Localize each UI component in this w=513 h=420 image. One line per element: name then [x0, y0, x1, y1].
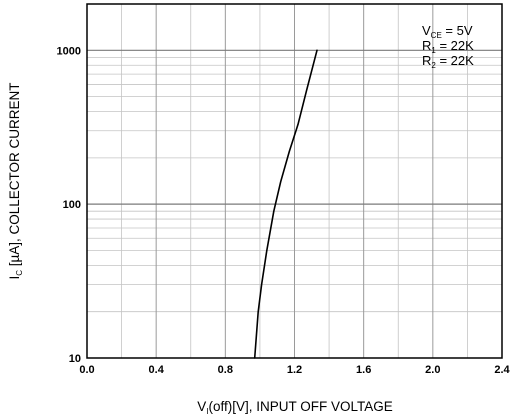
annotation-subscript: 1 — [431, 46, 436, 55]
x-tick-label: 0.4 — [149, 364, 165, 376]
x-tick-label: 1.2 — [287, 364, 302, 376]
annotation-subscript: 2 — [431, 61, 436, 70]
x-tick-label: 2.4 — [494, 364, 510, 376]
y-tick-labels: 10 100 1000 — [57, 45, 81, 365]
series-layer — [253, 49, 318, 359]
x-tick-label: 0.0 — [79, 364, 94, 376]
annotation-symbol: R — [422, 53, 431, 68]
plot-frame — [86, 3, 503, 359]
y-axis-title: IC [µA], COLLECTOR CURRENT — [7, 82, 24, 279]
annotation-line: VCE = 5V — [422, 23, 473, 40]
annotation-value: = 5V — [442, 23, 473, 38]
annotation-line: R2 = 22K — [422, 53, 474, 70]
series-line — [253, 49, 318, 359]
annotation-symbol: R — [422, 38, 431, 53]
annotation-line: R1 = 22K — [422, 38, 474, 55]
y-tick-label: 100 — [63, 199, 81, 211]
y-tick-label: 10 — [69, 353, 81, 365]
x-tick-label: 0.8 — [218, 364, 233, 376]
major-grid — [87, 4, 502, 358]
annotation-symbol: V — [422, 23, 431, 38]
x-tick-label: 2.0 — [425, 364, 440, 376]
x-axis-title: VI(off)[V], INPUT OFF VOLTAGE — [197, 399, 393, 416]
x-tick-label: 1.6 — [356, 364, 371, 376]
x-tick-labels: 0.0 0.4 0.8 1.2 1.6 2.0 2.4 — [79, 364, 510, 376]
annotation-subscript: CE — [431, 31, 442, 40]
annotation-value: = 22K — [436, 38, 474, 53]
y-tick-label: 1000 — [57, 45, 81, 57]
annotation-value: = 22K — [436, 53, 474, 68]
